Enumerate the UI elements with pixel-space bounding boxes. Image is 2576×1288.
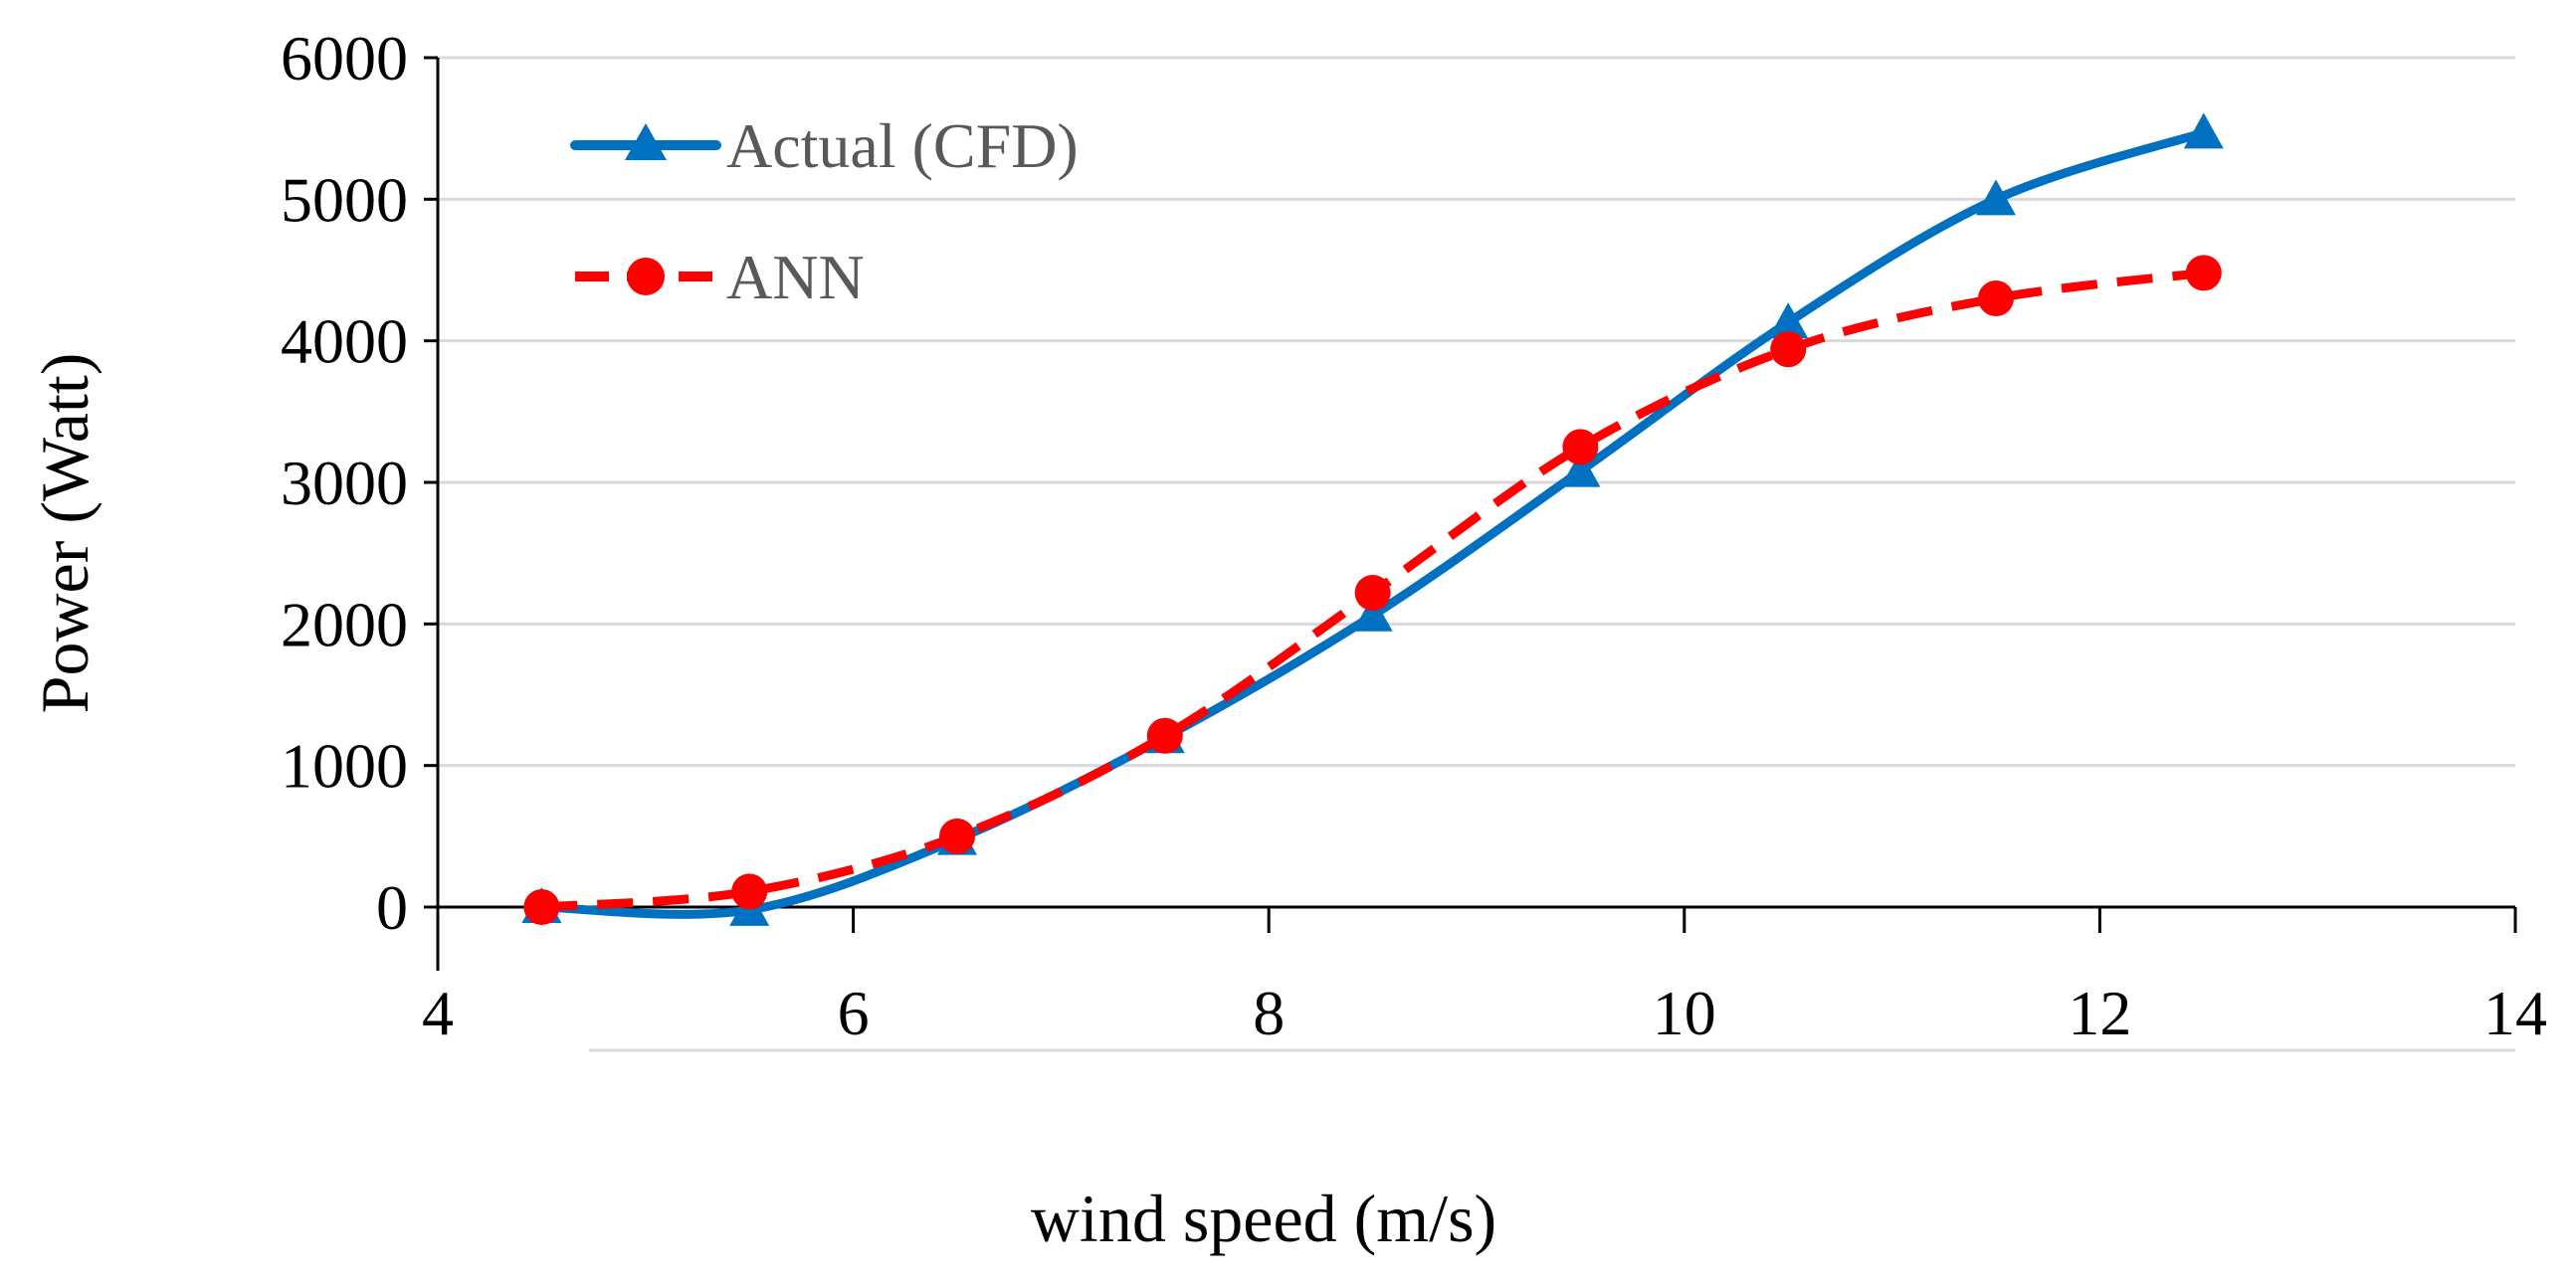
y-tick-label: 4000 [281,306,408,377]
y-tick-label: 6000 [281,23,408,93]
legend: Actual (CFD) ANN [570,110,1079,312]
data-point-ann [2185,255,2222,291]
y-tick-label: 0 [376,872,408,943]
data-point-actual-cfd [1352,595,1393,632]
legend-item-ann: ANN [575,242,865,312]
data-point-ann [523,889,560,925]
series-actual-cfd [521,112,2224,926]
data-point-ann [1146,717,1183,754]
x-axis-title: wind speed (m/s) [1031,1181,1496,1256]
y-tick-label: 5000 [281,164,408,235]
data-point-actual-cfd [1976,179,2016,216]
data-point-ann [1978,279,2014,316]
y-axis-title: Power (Watt) [27,353,102,714]
series [521,112,2224,926]
series-ann [523,255,2222,925]
legend-label-ann: ANN [726,242,865,312]
x-tick-label: 4 [422,978,454,1048]
y-tick-label: 1000 [281,731,408,802]
data-point-ann [1562,429,1599,465]
legend-label-actual: Actual (CFD) [726,110,1079,181]
data-point-ann [939,818,975,854]
axes: 0 1000 2000 3000 4000 5000 6000 4 6 8 10 12 14 [281,23,2547,1052]
gridlines [438,56,2515,768]
y-tick-label: 2000 [281,589,408,659]
legend-item-actual: Actual (CFD) [570,110,1079,181]
x-tick-label: 8 [1253,978,1285,1048]
data-point-actual-cfd [1768,302,1809,339]
data-point-actual-cfd [1560,451,1601,487]
legend-triangle-icon [625,123,667,160]
y-tick-label: 3000 [281,448,408,518]
x-tick-label: 6 [838,978,870,1048]
x-tick-label: 12 [2068,978,2131,1048]
x-tick-label: 14 [2483,978,2547,1048]
data-point-ann [731,873,768,910]
x-tick-label: 10 [1653,978,1716,1048]
legend-circle-icon [627,258,665,295]
data-point-actual-cfd [2183,112,2224,149]
data-point-ann [1354,575,1391,612]
data-point-ann [1770,331,1807,368]
